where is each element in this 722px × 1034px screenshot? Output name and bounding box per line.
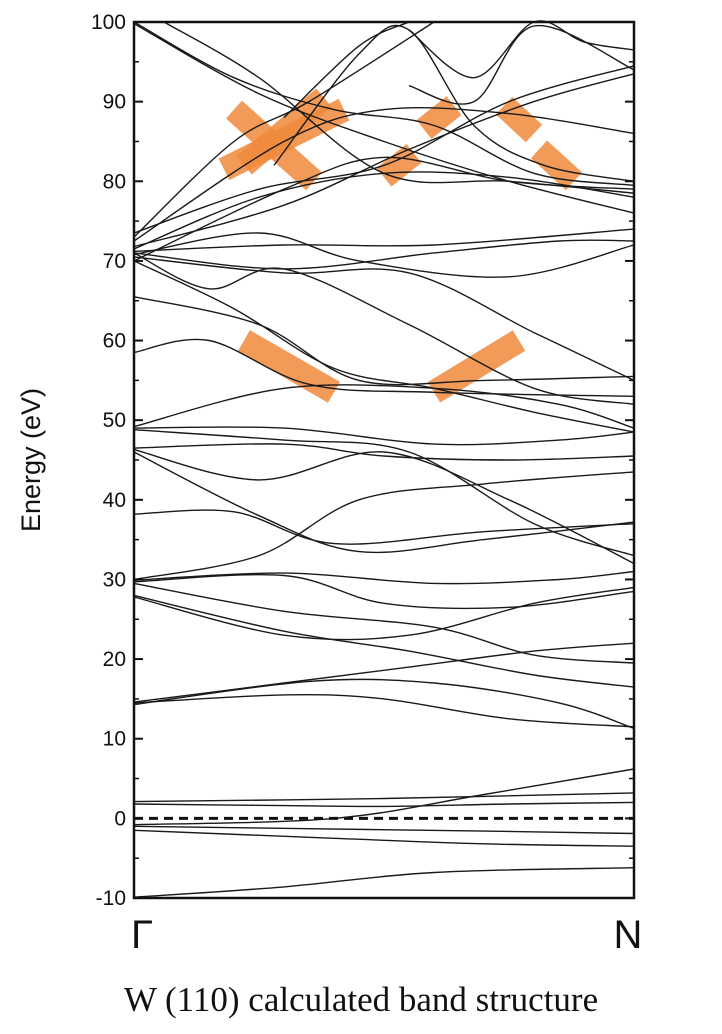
- band-25: [133, 260, 635, 433]
- band-26: [133, 252, 635, 405]
- band-12: [133, 582, 635, 664]
- y-tick-label: 90: [103, 91, 126, 114]
- y-tick-label: 0: [114, 807, 126, 830]
- band-37: [133, 21, 635, 186]
- x-label-n: N: [614, 913, 643, 957]
- band-9: [133, 642, 635, 703]
- band-17: [133, 451, 635, 554]
- x-label-gamma: Γ: [131, 913, 153, 957]
- y-tick-label: 70: [103, 250, 126, 273]
- y-tick-label: 100: [91, 11, 126, 34]
- y-axis-ticks: -10 0 10 20 30 40 50 60 70 80 90 100: [91, 11, 634, 910]
- band-16: [133, 509, 635, 545]
- band-11: [133, 586, 635, 641]
- y-tick-label: 60: [103, 330, 126, 353]
- band-29: [133, 232, 635, 278]
- band-27: [133, 256, 635, 382]
- band-10: [133, 594, 635, 688]
- band-14: [133, 570, 635, 585]
- band-18: [133, 448, 635, 565]
- band-5: [133, 801, 635, 808]
- band-34: [133, 21, 435, 238]
- band-7: [133, 694, 635, 728]
- y-tick-label: -10: [96, 887, 126, 910]
- band-41: [273, 24, 635, 182]
- band-lines: [133, 20, 635, 898]
- band-3: [133, 825, 635, 835]
- y-tick-label: 40: [103, 489, 126, 512]
- highlight-segment-5: [416, 96, 462, 139]
- band-23: [133, 338, 635, 397]
- band-19: [133, 443, 635, 461]
- y-tick-label: 10: [103, 728, 126, 751]
- highlight-segment-8: [238, 330, 340, 403]
- band-43: [408, 24, 635, 105]
- band-40: [283, 21, 410, 119]
- band-30: [133, 228, 635, 253]
- band-38: [133, 22, 635, 214]
- band-39: [163, 21, 635, 194]
- y-tick-label: 20: [103, 648, 126, 671]
- y-tick-label: 80: [103, 170, 126, 193]
- band-28: [133, 239, 635, 270]
- y-tick-label: 30: [103, 568, 126, 591]
- plot-frame: [132, 20, 636, 900]
- band-6: [133, 792, 635, 803]
- band-4: [133, 768, 635, 826]
- highlight-segment-9: [427, 330, 526, 403]
- band-24: [133, 296, 635, 386]
- band-13: [133, 573, 635, 610]
- band-21: [133, 426, 635, 446]
- band-8: [133, 678, 635, 730]
- band-20: [133, 429, 635, 557]
- y-axis-title: Energy (eV): [16, 388, 46, 532]
- highlight-segment-3: [236, 88, 332, 175]
- highlight-segment-7: [530, 140, 583, 191]
- chart-caption: W (110) calculated band structure: [123, 980, 599, 1019]
- y-tick-label: 50: [103, 409, 126, 432]
- band-35: [133, 65, 635, 234]
- band-2: [133, 829, 635, 847]
- band-15: [133, 471, 635, 581]
- band-33: [133, 107, 635, 242]
- band-42: [408, 20, 635, 79]
- band-22: [133, 384, 635, 429]
- band-1: [133, 867, 635, 898]
- band-32: [133, 171, 635, 250]
